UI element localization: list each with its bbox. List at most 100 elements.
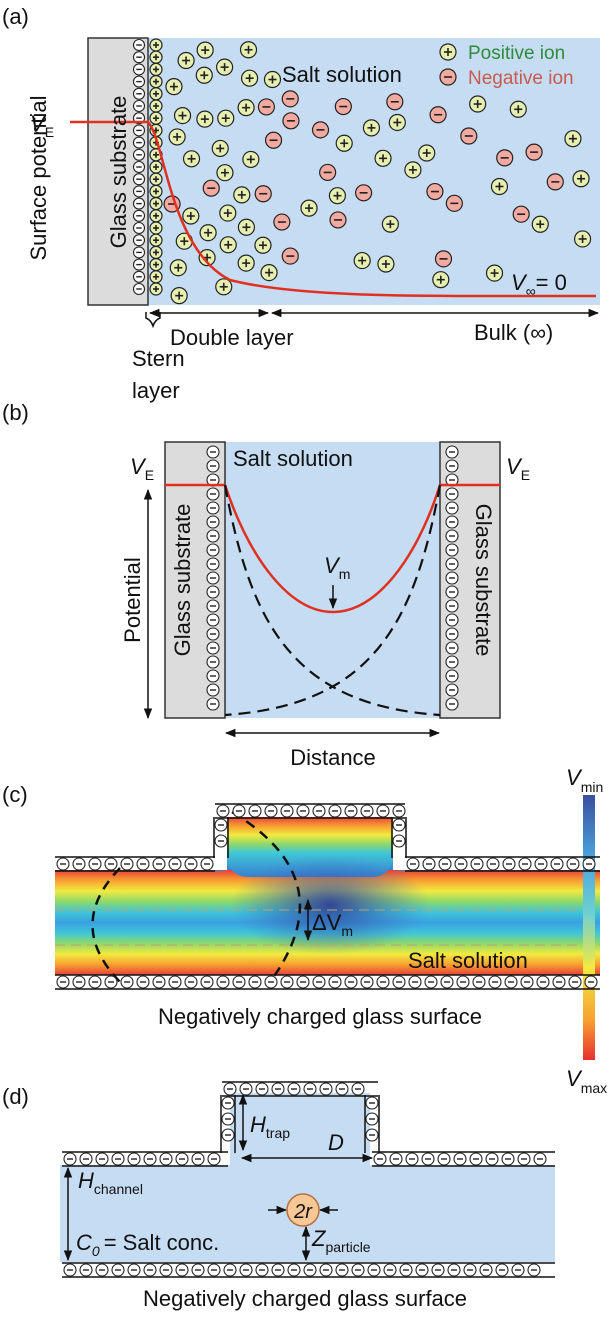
surface-charge [169,858,181,870]
surface-charge [446,502,458,514]
surface-charge [160,1153,172,1165]
positive-ion [150,100,162,112]
surface-charge [528,1264,540,1276]
surface-charge [393,835,405,847]
surface-charge [176,1153,188,1165]
surface-charge [201,976,213,988]
surface-charge [393,819,405,831]
surface-charge [96,1153,108,1165]
surface-charge [134,271,145,282]
surface-charge [551,858,563,870]
solution-label: Salt solution [408,948,528,973]
surface-charge [446,614,458,626]
surface-charge [89,976,101,988]
surface-charge [374,1153,386,1165]
surface-charge [336,1264,348,1276]
surface-charge [487,858,499,870]
surface-charge [336,1083,348,1095]
surface-label: Negatively charged glass surface [158,1004,482,1029]
surface-charge [134,186,145,197]
surface-charge [73,858,85,870]
axis-label: Potential [120,557,145,643]
axis-label: Distance [290,745,376,770]
positive-ion [470,96,486,112]
bracket [146,312,160,326]
surface-charge [207,698,219,710]
surface-charge [134,247,145,258]
surface-charge [583,858,595,870]
surface-charge [512,1264,524,1276]
particle-label: 2r [293,1201,313,1223]
negative-ion [461,128,477,144]
surface-charge [448,1264,460,1276]
panel-label: (b) [2,400,29,425]
surface-charge [366,1129,378,1141]
surface-charge [134,88,145,99]
surface-charge [105,976,117,988]
surface-charge [438,1153,450,1165]
legend-label: Positive ion [468,43,565,64]
surface-charge [144,1153,156,1165]
positive-ion [216,279,232,295]
positive-ion [264,72,280,88]
surface-charge [80,1264,92,1276]
potential-well [230,855,430,955]
surface-charge [446,446,458,458]
positive-ion [150,112,162,124]
positive-ion [242,70,258,86]
positive-ion [175,108,191,124]
negative-ion [330,212,346,228]
positive-ion [197,111,213,127]
surface-charge [134,235,145,246]
positive-ion [375,150,391,166]
surface-charge [176,1264,188,1276]
surface-charge [207,614,219,626]
surface-charge [233,805,245,817]
surface-charge [366,1097,378,1109]
positive-ion [150,222,162,234]
positive-ion [243,151,259,167]
positive-ion [200,225,216,241]
surface-charge [486,1153,498,1165]
positive-ion [405,162,421,178]
negative-ion [274,214,290,230]
surface-charge [400,1264,412,1276]
positive-ion [150,88,162,100]
surface-charge [446,558,458,570]
surface-charge [304,1264,316,1276]
surface-charge [207,684,219,696]
surface-charge [134,137,145,148]
positive-ion [238,219,254,235]
surface-charge [137,858,149,870]
surface-charge [134,223,145,234]
positive-ion [150,283,162,295]
positive-ion [255,237,271,253]
positive-ion [510,101,526,117]
substrate-label: Glass substrate [170,504,195,657]
surface-charge [281,976,293,988]
surface-charge [393,976,405,988]
positive-ion [150,198,162,210]
solution-label: Salt solution [282,62,402,87]
surface-charge [288,1264,300,1276]
surface-charge [446,656,458,668]
negative-ion [435,251,451,267]
surface-charge [185,858,197,870]
positive-ion [220,237,236,253]
surface-charge [128,1153,140,1165]
positive-ion [150,173,162,185]
surface-charge [432,1264,444,1276]
surface-charge [105,858,117,870]
surface-charge [473,976,485,988]
surface-charge [446,628,458,640]
surface-charge [446,516,458,528]
surface-charge [553,976,565,988]
surface-charge [57,858,69,870]
surface-charge [422,1153,434,1165]
surface-charge [134,174,145,185]
surface-charge [215,835,227,847]
surface-charge [265,976,277,988]
surface-charge [89,858,101,870]
positive-ion [150,185,162,197]
negative-ion [430,107,446,123]
